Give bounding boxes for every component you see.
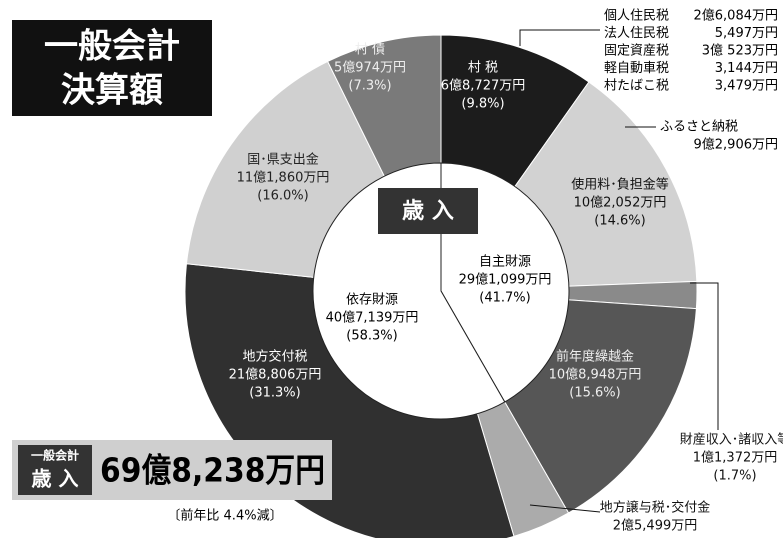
total-tag1: 一般会計 <box>31 448 79 463</box>
slice-label: 地方交付税 <box>242 349 307 365</box>
donut <box>184 34 698 538</box>
furusato-amount: 9億2,906万円 <box>694 137 779 153</box>
slice-amount: 1億1,372万円 <box>693 450 778 466</box>
value-label: (16.0%) <box>257 189 308 204</box>
slice-label: 村 債 <box>355 43 385 58</box>
inner-slice <box>312 162 506 420</box>
inner-label: 自主財源 <box>479 255 531 270</box>
inner-amount: 40億7,139万円 <box>326 310 419 326</box>
slice-label: 村 税 <box>468 61 498 76</box>
tax-amount: 3億 523万円 <box>702 43 778 59</box>
slice-label: 使用料･負担金等 <box>571 177 669 193</box>
leader-line <box>690 282 719 430</box>
tax-amount: 5,497万円 <box>715 26 778 41</box>
total-note: 〔前年比 4.4%減〕 <box>167 508 282 524</box>
tax-name: 固定資産税 <box>604 43 669 59</box>
slice-amount: 5億974万円 <box>334 60 406 76</box>
tax-amount: 2億6,084万円 <box>694 8 779 24</box>
tax-name: 法人住民税 <box>604 26 669 41</box>
slice-amount: 2億5,499万円 <box>613 518 698 534</box>
value-label: (9.8%) <box>461 97 504 112</box>
center-box <box>378 188 478 234</box>
slice-label: 前年度繰越金 <box>556 349 634 365</box>
tax-amount: 3,144万円 <box>715 61 778 76</box>
furusato-label: ふるさと納税 <box>660 120 738 135</box>
slice-amount: 10億2,052万円 <box>574 195 667 211</box>
value-label: (31.3%) <box>249 386 300 401</box>
leader-line <box>529 504 601 513</box>
inner-value-label: (41.7%) <box>479 291 530 306</box>
slice-label: 財産収入･諸収入等 <box>680 432 783 448</box>
inner-amount: 29億1,099万円 <box>459 272 552 288</box>
chart-title: 決算額 <box>61 71 163 111</box>
inner-label: 依存財源 <box>346 293 398 308</box>
chart-title: 一般会計 <box>44 27 180 67</box>
slice-label: 地方譲与税･交付金 <box>600 500 711 516</box>
tax-name: 軽自動車税 <box>604 61 669 76</box>
value-label: (7.3%) <box>348 79 391 94</box>
tax-name: 個人住民税 <box>604 9 669 24</box>
tax-name: 村たばこ税 <box>604 79 669 94</box>
inner-value-label: (58.3%) <box>346 329 397 344</box>
total-amount: 69億8,238万円 <box>100 451 325 490</box>
title-box <box>12 20 212 116</box>
center-label: 歳 入 <box>402 199 454 224</box>
value-label: (15.6%) <box>569 386 620 401</box>
slice-amount: 21億8,806万円 <box>229 367 322 383</box>
leader-line <box>519 29 600 46</box>
total-tag2: 歳 入 <box>32 467 79 491</box>
value-label: (14.6%) <box>594 214 645 229</box>
tax-amount: 3,479万円 <box>715 79 778 94</box>
slice-label: 国･県支出金 <box>247 152 319 168</box>
slice-amount: 6億8,727万円 <box>441 78 526 94</box>
slice-amount: 10億8,948万円 <box>549 367 642 383</box>
value-label: (1.7%) <box>713 469 756 484</box>
slice-amount: 11億1,860万円 <box>237 170 330 186</box>
total-tag <box>18 445 92 495</box>
